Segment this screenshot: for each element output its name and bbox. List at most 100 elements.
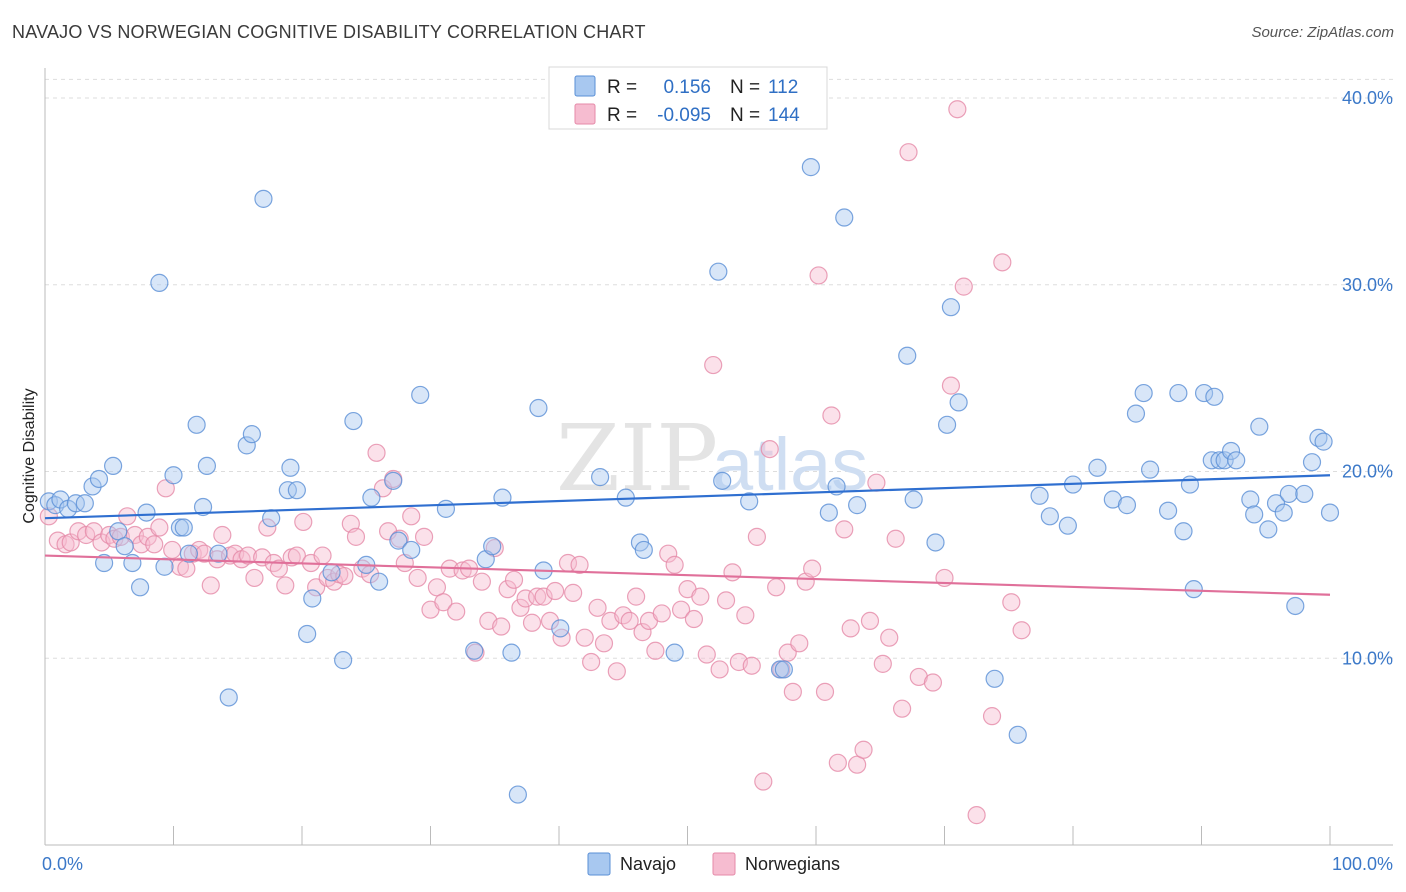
norwegians-point xyxy=(39,507,58,526)
norwegians-point xyxy=(492,617,511,636)
navajo-point xyxy=(344,411,363,431)
navajo-point xyxy=(1117,496,1137,515)
legend-n-label: N = xyxy=(730,77,760,98)
legend-swatch-navajo xyxy=(587,852,611,876)
legend-n-label: N = xyxy=(730,105,760,126)
navajo-point xyxy=(287,481,306,500)
navajo-point xyxy=(193,497,213,517)
norwegians-point xyxy=(516,589,535,608)
navajo-point xyxy=(83,477,102,496)
navajo-point xyxy=(634,540,653,560)
norwegians-point xyxy=(313,546,332,565)
norwegians-point xyxy=(860,611,880,631)
navajo-point xyxy=(937,415,957,434)
legend-r-value: -0.095 xyxy=(657,105,711,126)
navajo-point xyxy=(508,785,527,804)
navajo-point xyxy=(1295,484,1314,504)
norwegians-point xyxy=(472,572,491,591)
navajo-trend-line xyxy=(44,474,1331,520)
norwegians-point xyxy=(498,580,517,599)
navajo-point xyxy=(174,518,193,537)
navajo-point xyxy=(848,496,867,515)
norwegians-point xyxy=(659,544,678,563)
x-tick-label: 100.0% xyxy=(1332,854,1393,874)
norwegians-point xyxy=(546,581,565,601)
norwegians-point xyxy=(552,628,571,647)
navajo-point xyxy=(1302,453,1322,472)
legend-label-navajo: Navajo xyxy=(620,854,676,874)
norwegians-point xyxy=(534,587,553,606)
norwegians-point xyxy=(570,555,589,574)
norwegians-point xyxy=(276,576,295,595)
norwegians-point xyxy=(540,611,560,631)
norwegians-point xyxy=(967,806,986,825)
norwegians-point xyxy=(867,473,886,492)
trend-lines xyxy=(44,474,1331,596)
navajo-point xyxy=(150,273,169,292)
navajo-point xyxy=(436,499,456,518)
navajo-point xyxy=(51,490,70,509)
norwegians-point xyxy=(652,604,671,623)
y-tick-label: 10.0% xyxy=(1342,648,1393,668)
navajo-point xyxy=(949,393,968,412)
norwegians-point xyxy=(892,699,912,718)
navajo-point xyxy=(1245,505,1264,524)
navajo-point xyxy=(770,660,790,679)
norwegians-point xyxy=(213,525,232,545)
norwegians-point xyxy=(697,645,716,664)
norwegians-point xyxy=(434,593,453,612)
navajo-points xyxy=(39,158,1340,804)
y-tick-label: 30.0% xyxy=(1342,275,1393,295)
navajo-point xyxy=(1126,404,1146,423)
navajo-point xyxy=(197,456,217,476)
navajo-point xyxy=(242,425,261,444)
norwegians-point xyxy=(767,578,786,597)
norwegians-point xyxy=(835,520,854,539)
navajo-point xyxy=(334,651,353,670)
legend-n-value: 144 xyxy=(768,105,800,126)
norwegians-point xyxy=(815,682,835,701)
x-tick-label: 0.0% xyxy=(42,854,83,874)
y-tick-labels: 10.0% 20.0% 30.0% 40.0% xyxy=(1342,88,1393,668)
norwegians-point xyxy=(294,512,313,532)
watermark-zip: ZIP xyxy=(556,405,718,512)
norwegians-point xyxy=(511,598,530,617)
norwegians-point xyxy=(742,656,761,675)
chart-title: NAVAJO VS NORWEGIAN COGNITIVE DISABILITY… xyxy=(12,22,646,42)
navajo-point xyxy=(187,415,206,434)
navajo-point xyxy=(1194,383,1214,403)
navajo-point xyxy=(1040,507,1059,526)
norwegians-point xyxy=(620,611,639,631)
norwegians-point xyxy=(760,439,779,459)
navajo-point xyxy=(170,518,190,537)
navajo-point xyxy=(1227,451,1246,470)
legend-r-label: R = xyxy=(607,105,637,126)
navajo-point xyxy=(1174,522,1193,541)
navajo-point xyxy=(801,158,820,177)
norwegians-point xyxy=(704,355,723,375)
navajo-point xyxy=(179,544,199,563)
legend-swatch-navajo xyxy=(574,75,596,97)
norwegians-point xyxy=(723,563,742,582)
navajo-point xyxy=(1241,490,1260,509)
navajo-point xyxy=(774,660,793,679)
norwegians-point xyxy=(504,570,524,589)
norwegians-point xyxy=(575,628,594,647)
navajo-point xyxy=(1158,501,1178,520)
navajo-point xyxy=(155,557,174,576)
stats-legend: R = 0.156 N = 112 R = -0.095 N = 144 xyxy=(548,66,828,130)
norwegians-point xyxy=(145,535,164,554)
norwegians-trend-line xyxy=(44,554,1331,596)
navajo-point xyxy=(1058,516,1077,535)
norwegians-point xyxy=(803,559,822,578)
norwegians-point xyxy=(582,652,601,672)
watermark: ZIP atlas xyxy=(556,405,868,512)
navajo-point xyxy=(1184,580,1203,599)
norwegians-point xyxy=(941,376,961,395)
norwegians-point xyxy=(258,518,277,537)
navajo-point xyxy=(281,458,300,477)
navajo-point xyxy=(1286,596,1305,616)
navajo-point xyxy=(591,468,610,487)
navajo-point xyxy=(465,641,484,660)
